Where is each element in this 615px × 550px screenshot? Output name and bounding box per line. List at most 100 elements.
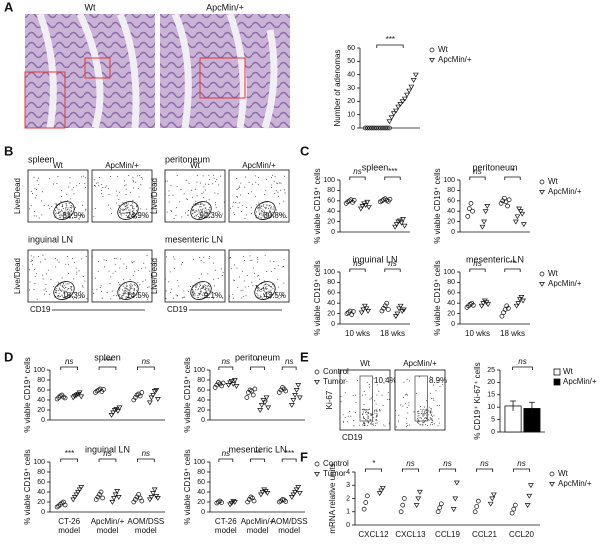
data-point [514, 214, 521, 220]
data-point [97, 386, 103, 392]
y-tick-label: 80 [37, 377, 45, 384]
flow-event [40, 261, 42, 263]
flow-plot [27, 249, 89, 303]
flow-event [31, 259, 33, 261]
flow-event [199, 206, 201, 208]
data-point [78, 485, 85, 490]
flow-event [266, 178, 268, 180]
data-point [485, 302, 491, 308]
gate-percentage: 92.3% [199, 211, 222, 220]
flow-axis-x: CD19 [167, 305, 188, 314]
flow-event [201, 215, 203, 217]
flow-event [116, 295, 118, 297]
flow-event [222, 272, 224, 274]
significance-bracket [137, 458, 155, 462]
data-point [216, 380, 221, 385]
flow-event [132, 214, 134, 216]
flow-event [114, 263, 116, 265]
flow-event [48, 293, 50, 295]
flow-event [73, 193, 75, 195]
flow-event [269, 284, 271, 286]
flow-event [63, 290, 65, 292]
legend-marker [539, 282, 545, 287]
flow-event [78, 218, 80, 220]
flow-event [59, 284, 61, 286]
flow-event [268, 205, 270, 207]
flow-event [107, 188, 109, 190]
flow-event [205, 286, 207, 288]
flow-event [208, 179, 210, 181]
flow-event [256, 290, 258, 292]
data-point [471, 302, 476, 308]
data-point [506, 197, 512, 203]
flow-event [68, 214, 70, 216]
flow-event [376, 419, 378, 421]
flow-event [265, 204, 267, 206]
y-tick-label: 20 [37, 407, 45, 414]
flow-event [136, 175, 138, 177]
flow-event [133, 289, 135, 291]
flow-event [206, 200, 208, 202]
flow-event [42, 191, 44, 193]
legend-marker [314, 380, 320, 385]
y-tick-label: 100 [323, 269, 335, 276]
data-point [365, 125, 370, 131]
gate [53, 201, 75, 220]
legend-label: Tumor [323, 469, 346, 478]
genotype-label: Wt [190, 161, 201, 170]
flow-event [425, 410, 427, 412]
data-point [296, 491, 303, 496]
data-point [131, 499, 137, 505]
flow-event [93, 292, 95, 294]
flow-event [30, 205, 32, 207]
flow-event [137, 281, 139, 283]
flow-event [279, 203, 281, 205]
significance-label: ns [443, 459, 451, 468]
flow-event [255, 181, 257, 183]
flow-event [362, 413, 364, 415]
flow-event [68, 212, 70, 214]
flow-event [215, 207, 217, 209]
flow-event [204, 210, 206, 212]
flow-event [282, 266, 284, 268]
flow-event [172, 297, 174, 299]
flow-event [267, 204, 269, 206]
flow-event [281, 213, 283, 215]
y-tick-label: 60 [347, 45, 355, 52]
flow-event [189, 286, 191, 288]
flow-event [274, 268, 276, 270]
y-tick-label: 0 [491, 429, 495, 436]
chart-title: spleen [362, 162, 389, 172]
flow-event [266, 215, 268, 217]
legend-marker [539, 179, 545, 185]
flow-event [271, 206, 273, 208]
significance-label: ns [142, 357, 150, 366]
x-tick-label: CCL21 [472, 530, 497, 539]
flow-event [129, 287, 131, 289]
genotype-label: Wt [360, 359, 371, 368]
flow-event [394, 415, 396, 417]
data-point [401, 223, 408, 229]
data-point [361, 506, 367, 512]
flow-event [128, 294, 130, 296]
flow-event [137, 187, 139, 189]
flow-event [413, 411, 415, 413]
flow-event [54, 213, 56, 215]
flow-event [120, 213, 122, 215]
flow-event [242, 295, 244, 297]
flow-event [273, 261, 275, 263]
flow-event [276, 182, 278, 184]
x-tick-label: ApcMin/+ model [241, 517, 275, 535]
significance-bracket [364, 468, 383, 472]
flow-event [241, 211, 243, 213]
flow-event [164, 193, 166, 195]
flow-event [375, 422, 377, 424]
legend-label: ApcMin/+ [558, 479, 592, 488]
significance-label: ns [406, 459, 414, 468]
tissue-label: mesenteric LN [165, 234, 223, 244]
legend-marker [314, 461, 320, 467]
flow-event [203, 204, 205, 206]
flow-event [115, 258, 117, 260]
flow-event [203, 262, 205, 264]
significance-label: * [511, 167, 515, 176]
